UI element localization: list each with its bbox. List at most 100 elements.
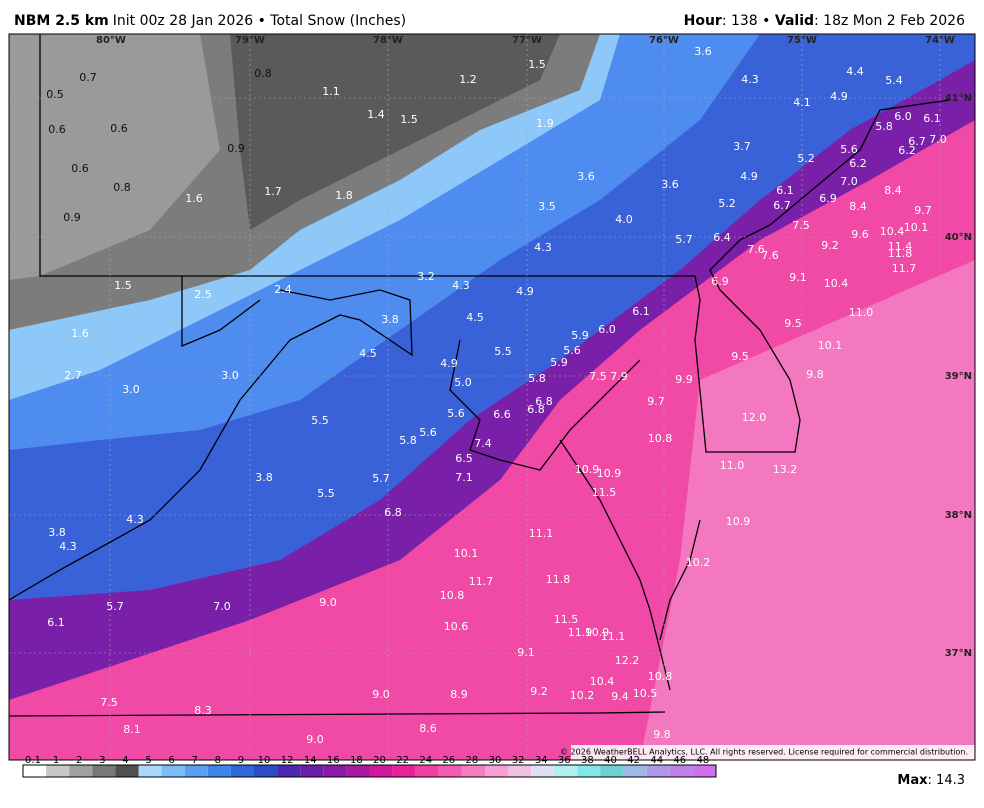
snow-label: 6.5	[455, 452, 473, 465]
snow-label: 5.2	[718, 197, 736, 210]
snow-label: 1.5	[528, 58, 546, 71]
snow-label: 3.5	[538, 200, 556, 213]
colorbar-cell	[23, 765, 47, 777]
colorbar-tick: 22	[396, 755, 409, 766]
snow-label: 0.8	[113, 181, 131, 194]
snow-label: 3.8	[255, 471, 273, 484]
snow-label: 4.3	[534, 241, 552, 254]
snow-label: 10.1	[904, 221, 929, 234]
colorbar-cell	[554, 765, 578, 777]
graticule	[9, 34, 975, 760]
snow-label: 1.6	[185, 192, 203, 205]
colorbar-cell	[184, 765, 208, 777]
snow-label: 11.8	[546, 573, 571, 586]
snow-label: 4.3	[59, 540, 77, 553]
colorbar-cell	[692, 765, 716, 777]
snow-label: 9.2	[530, 685, 548, 698]
snow-label: 9.1	[789, 271, 807, 284]
snow-label: 5.7	[675, 233, 693, 246]
snow-label: 8.6	[419, 722, 437, 735]
snow-label: 6.8	[535, 395, 553, 408]
snow-label: 5.5	[494, 345, 512, 358]
snow-label: 5.8	[875, 120, 893, 133]
snow-label: 6.7	[773, 199, 791, 212]
snow-label: 1.2	[459, 73, 477, 86]
colorbar-tick: 0.1	[25, 755, 41, 766]
colorbar-cell	[92, 765, 116, 777]
snow-label: 4.0	[615, 213, 633, 226]
snow-label: 6.7	[908, 135, 926, 148]
snow-label: 4.9	[740, 170, 758, 183]
snow-label: 10.5	[633, 687, 658, 700]
colorbar-tick: 6	[168, 755, 174, 766]
snow-label: 10.9	[585, 626, 610, 639]
hour: : 138 •	[722, 13, 775, 29]
snow-label: 11.0	[849, 306, 874, 319]
snow-label: 7.6	[761, 249, 779, 262]
snow-label: 5.6	[563, 344, 581, 357]
colorbar-tick: 12	[281, 755, 294, 766]
snow-label: 1.4	[367, 108, 385, 121]
snow-label: 10.2	[686, 556, 711, 569]
copyright-bg	[571, 745, 975, 760]
snow-label: 4.9	[440, 357, 458, 370]
map-frame	[8, 33, 976, 761]
colorbar-cell	[531, 765, 555, 777]
snow-label: 3.0	[122, 383, 140, 396]
latitude-label: 37°N	[945, 648, 972, 659]
snow-label: 6.0	[598, 323, 616, 336]
snow-label: 2.4	[274, 283, 292, 296]
snow-label: 6.1	[47, 616, 65, 629]
colorbar-tick: 20	[373, 755, 386, 766]
snow-label: 10.8	[440, 589, 465, 602]
snow-label: 10.9	[597, 467, 622, 480]
snow-label: 1.5	[400, 113, 418, 126]
snow-label: 6.1	[923, 112, 941, 125]
snow-label: 11.1	[601, 630, 626, 643]
snow-label: 7.0	[929, 133, 947, 146]
snow-label: 9.0	[319, 596, 337, 609]
snow-label: 3.7	[733, 140, 751, 153]
snow-label: 6.8	[527, 403, 545, 416]
snow-label: 1.8	[335, 189, 353, 202]
snow-label: 9.1	[517, 646, 535, 659]
snow-label: 9.6	[851, 228, 869, 241]
snow-label: 9.8	[653, 728, 671, 741]
colorbar-tick: 28	[466, 755, 479, 766]
snow-label: 8.4	[884, 184, 902, 197]
snow-label: 7.0	[840, 175, 858, 188]
snow-label: 1.1	[322, 85, 340, 98]
snow-label: 3.6	[577, 170, 595, 183]
snow-label: 10.4	[824, 277, 849, 290]
snow-label: 12.0	[742, 411, 767, 424]
borders	[9, 34, 951, 717]
colorbar-tick: 32	[512, 755, 525, 766]
header-left: NBM 2.5 km Init 00z 28 Jan 2026 • Total S…	[14, 13, 406, 29]
snow-label: 0.5	[46, 88, 64, 101]
colorbar: 0.1 1 2 3 4 5 6 7 8 9 10 12 14 16 18 20 22 24 26 28 30 32 34 36…	[22, 755, 717, 778]
snow-label: 7.9	[610, 370, 628, 383]
snow-label: 4.9	[830, 90, 848, 103]
colorbar-tick: 26	[442, 755, 455, 766]
snow-label: 4.3	[741, 73, 759, 86]
valid: : 18z Mon 2 Feb 2026	[814, 13, 965, 29]
snow-label: 10.8	[648, 432, 673, 445]
snow-label: 1.5	[114, 279, 132, 292]
snow-label: 1.7	[264, 185, 282, 198]
colorbar-cell	[161, 765, 185, 777]
colorbar-cell	[369, 765, 393, 777]
snow-label: 5.4	[885, 74, 903, 87]
map-labels: 80°W 79°W 78°W 77°W 76°W 75°W 74°W 41°N 40°N 39°N…	[46, 35, 972, 746]
snow-label: 7.6	[747, 243, 765, 256]
max: Max: 14.3	[897, 773, 965, 788]
colorbar-tick: 2	[76, 755, 82, 766]
snow-label: 0.6	[48, 123, 66, 136]
snow-label: 2.7	[64, 369, 82, 382]
max-label: Max	[897, 773, 928, 788]
snow-label: 11.5	[592, 486, 617, 499]
longitude-label: 75°W	[787, 35, 817, 46]
snow-label: 5.6	[447, 407, 465, 420]
colorbar-cell	[138, 765, 162, 777]
colorbar-cell	[230, 765, 254, 777]
latitude-label: 38°N	[945, 510, 972, 521]
